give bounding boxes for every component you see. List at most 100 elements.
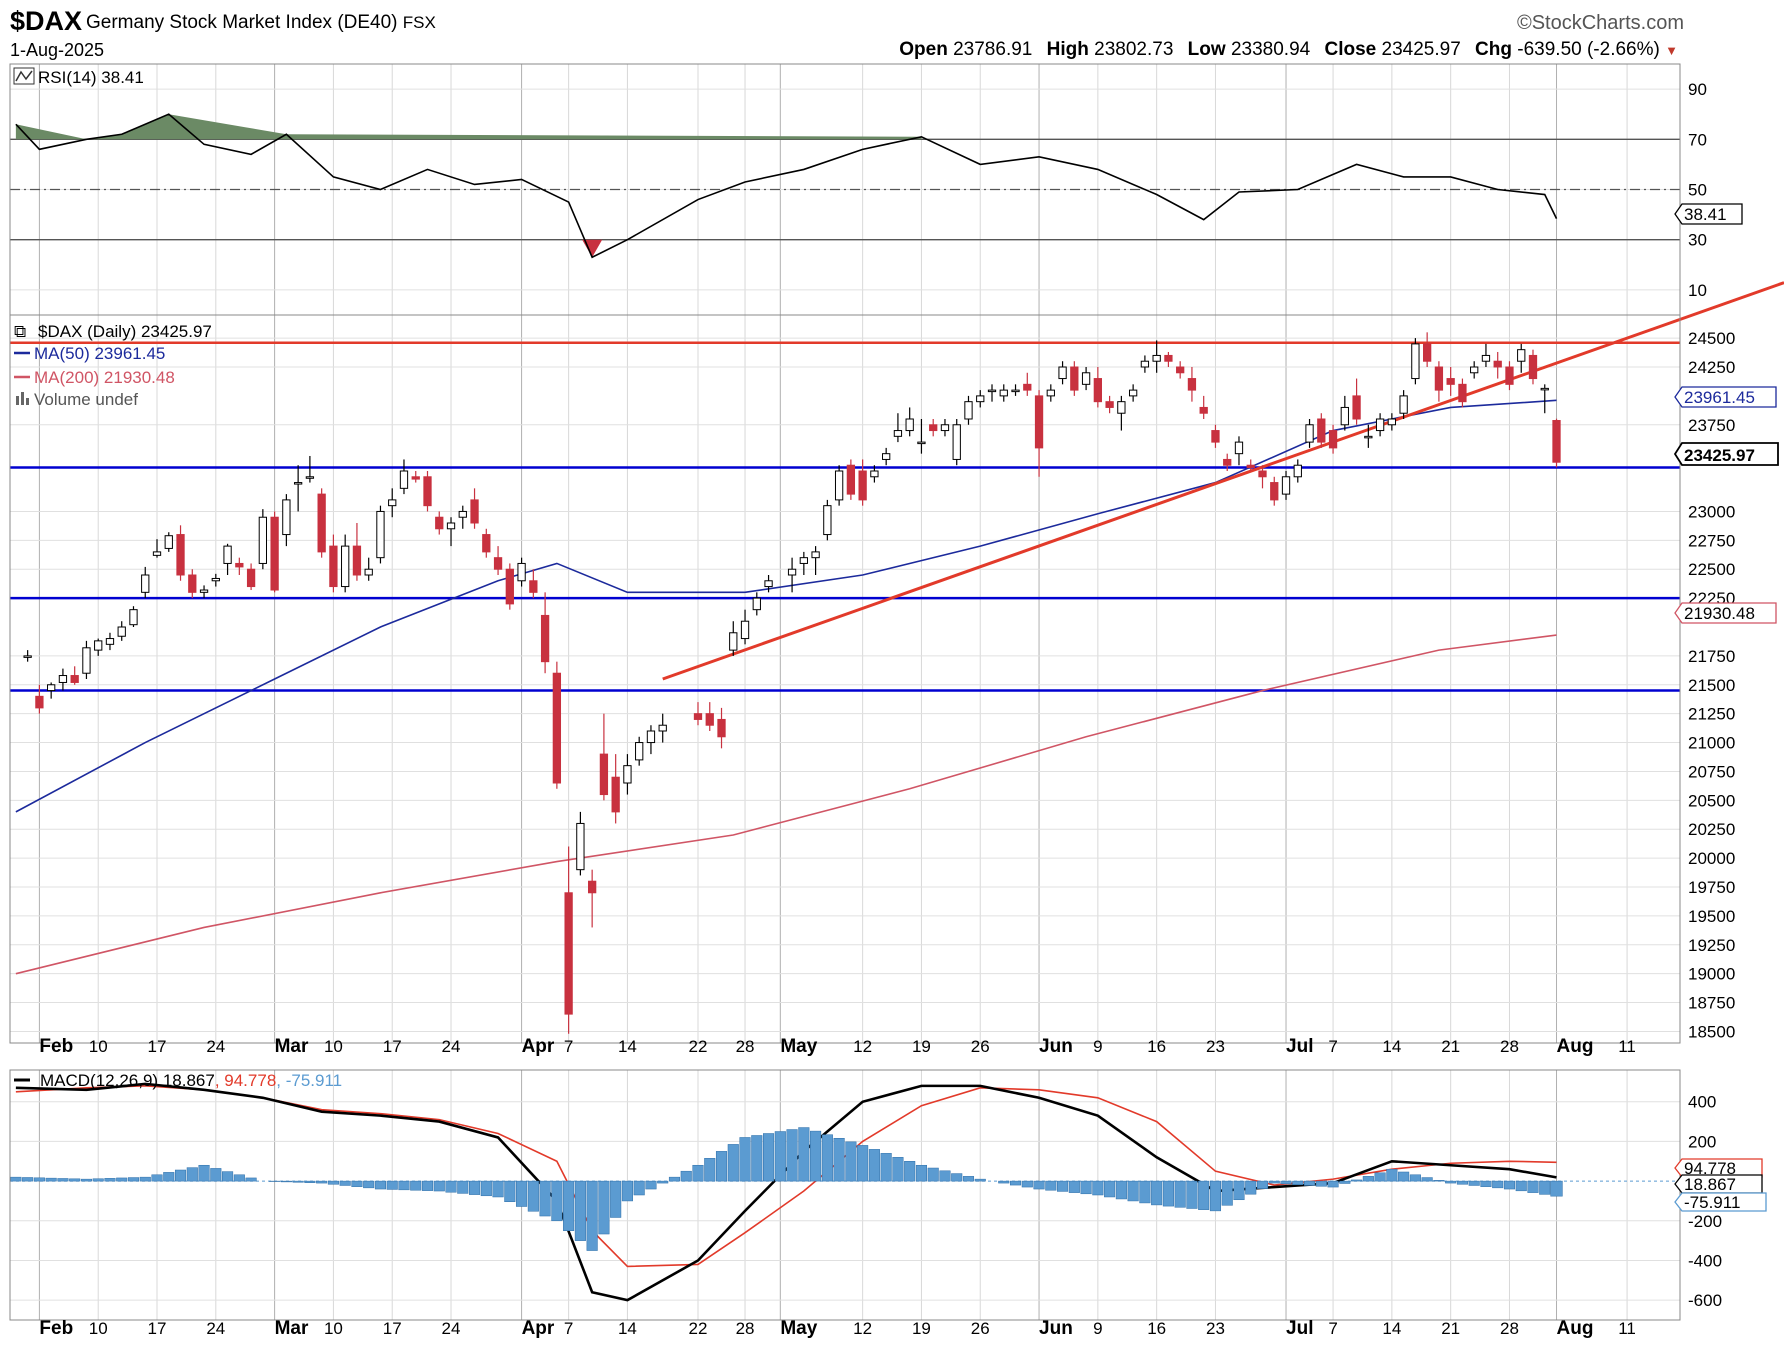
candle-body	[1140, 360, 1150, 368]
signal-value-tag: 94.778	[1674, 1158, 1763, 1178]
rsi-tick-label: 30	[1688, 231, 1707, 250]
brand-watermark[interactable]: ©StockCharts.com	[1516, 12, 1684, 34]
candle-body	[152, 551, 162, 556]
candle-body	[552, 672, 562, 784]
candle-body	[529, 580, 538, 593]
macd-histogram-bar	[104, 1178, 116, 1182]
candle-body	[211, 577, 220, 582]
axis-labels: Feb Feb 10 10 17 17 24 24 Mar Mar 10 10 17 17 24 24 Apr A…	[39, 80, 1735, 1339]
candle-body	[976, 395, 985, 403]
candle-body	[1458, 383, 1467, 403]
candle	[235, 557, 244, 575]
rsi-legend-text: RSI(14) 38.41	[38, 68, 144, 87]
candle-body	[635, 742, 644, 761]
macd-histogram-bar	[962, 1176, 975, 1182]
candle	[540, 592, 550, 674]
price-tick-label: 20750	[1688, 762, 1735, 781]
macd-legend-text: MACD(12,26,9) 18.867, 94.778, -75.911	[40, 1071, 342, 1090]
macd-histogram-bar	[457, 1180, 469, 1194]
macd-histogram-bar	[1139, 1180, 1151, 1204]
candle	[258, 509, 267, 570]
date-tick-label: 19	[912, 1037, 931, 1056]
candle-body	[658, 724, 667, 732]
macd-histogram-bar	[1292, 1180, 1304, 1185]
macd-histogram-bar	[1527, 1180, 1539, 1193]
date-tick-label: 14	[1382, 1037, 1401, 1056]
candle-body	[858, 470, 867, 501]
candle	[1246, 459, 1255, 471]
macd-histogram-bar	[645, 1180, 657, 1190]
macd-histogram-bar	[386, 1180, 398, 1190]
candle-body	[1305, 424, 1314, 443]
rsi-line	[15, 113, 1558, 259]
price-panel-frame	[9, 314, 1681, 1044]
price-tick-label: 19000	[1688, 965, 1735, 984]
macd-histogram-bar	[1480, 1180, 1492, 1187]
candle-body	[1023, 383, 1032, 391]
candle-body	[1152, 354, 1161, 362]
candle-body	[305, 476, 315, 479]
candle-body	[1046, 389, 1055, 397]
rsi-tick-label: 50	[1688, 181, 1707, 200]
candle	[446, 517, 456, 547]
macd-histogram-bar	[516, 1180, 528, 1207]
macd-histogram-bar	[57, 1178, 69, 1182]
grid-lines	[10, 64, 1680, 1320]
macd-histogram-bar	[316, 1180, 328, 1184]
candle-body	[893, 430, 903, 437]
candle	[458, 505, 467, 529]
date-tick-label: 7	[564, 1319, 573, 1338]
candle	[929, 419, 938, 437]
date-tick-label: Mar	[275, 1318, 309, 1339]
down-arrow-icon: ▼	[1665, 43, 1678, 58]
candle-body	[293, 482, 303, 485]
macd-histogram-bar	[1515, 1180, 1527, 1192]
change-value: -639.50 (-2.66%)	[1517, 39, 1660, 60]
candle-body	[58, 675, 68, 683]
volume-legend-text: Volume undef	[34, 390, 138, 409]
macd-histogram-bar	[1433, 1180, 1445, 1182]
date-tick-label: Jun	[1039, 1036, 1073, 1057]
candle	[1081, 367, 1091, 391]
date-tick-label: 22	[689, 1037, 708, 1056]
price-tick-label: 22500	[1688, 560, 1735, 579]
candle-body	[1246, 464, 1255, 469]
candle-body	[1293, 464, 1302, 478]
macd-histogram-bar	[810, 1130, 822, 1182]
open-label: Open	[899, 39, 948, 60]
candle-body	[599, 753, 609, 796]
macd-histogram-bar	[704, 1158, 716, 1182]
candle	[987, 384, 997, 402]
candle-body	[1058, 366, 1067, 380]
candle	[940, 419, 950, 437]
candle-body	[1387, 418, 1397, 426]
candle	[1176, 361, 1185, 379]
candle	[1387, 413, 1397, 431]
date-tick-label: 16	[1147, 1037, 1166, 1056]
macd-histogram-bar	[1033, 1180, 1045, 1190]
macd-histogram-bar	[1057, 1180, 1069, 1192]
macd-histogram-bar	[421, 1180, 434, 1191]
macd-histogram-bar	[116, 1177, 128, 1182]
macd-histogram-bar	[845, 1141, 857, 1182]
macd-histogram-bar	[1221, 1180, 1233, 1206]
candle	[435, 511, 444, 535]
candle	[1023, 372, 1032, 396]
candle	[623, 754, 632, 795]
macd-histogram-bar	[774, 1131, 786, 1182]
macd-panel-frame	[9, 1069, 1681, 1321]
date-tick-label: 28	[1500, 1319, 1519, 1338]
candle-body	[999, 389, 1008, 397]
rsi-value-tag: 38.41	[1674, 203, 1743, 225]
candle	[870, 465, 879, 483]
candle	[693, 702, 703, 726]
candle	[176, 525, 185, 581]
candle	[1234, 436, 1244, 466]
macd-histogram-bar	[1009, 1180, 1022, 1186]
candle-body	[352, 545, 362, 576]
candle	[352, 523, 362, 581]
candle-body	[493, 557, 503, 570]
candle	[1164, 351, 1173, 367]
macd-histogram-bar	[868, 1149, 880, 1182]
